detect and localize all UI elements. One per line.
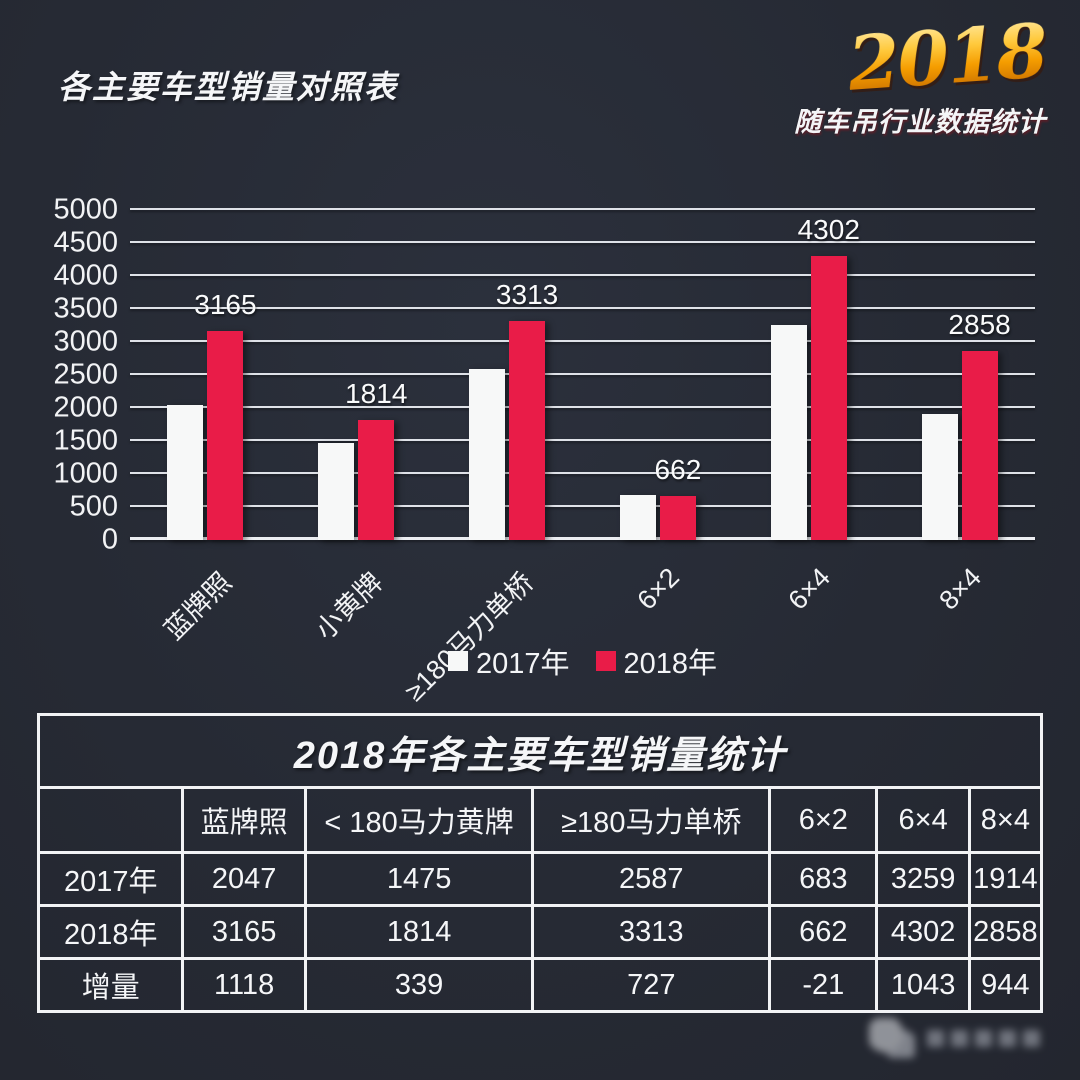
bar-2017-蓝牌照 bbox=[167, 404, 204, 540]
legend-label: 2017年 bbox=[475, 648, 570, 680]
table-cell: 2858 bbox=[967, 904, 1044, 960]
bar-value-label: 1814 bbox=[345, 378, 408, 410]
table-cell: 339 bbox=[303, 957, 535, 1013]
x-tick-label: 蓝牌照 bbox=[159, 566, 238, 646]
row-label: 2017年 bbox=[36, 851, 185, 907]
table-cell: 4302 bbox=[875, 904, 971, 960]
gridline bbox=[130, 373, 1035, 375]
sales-table: 2018年各主要车型销量统计 蓝牌照 < 180马力黄牌 ≥180马力单桥 6×2 6×… bbox=[36, 713, 1044, 1013]
bar-value-label: 662 bbox=[654, 454, 702, 486]
table-title: 2018年各主要车型销量统计 bbox=[37, 713, 1043, 789]
gridline bbox=[130, 439, 1035, 441]
y-tick-label: 4500 bbox=[53, 226, 118, 259]
logo-year-2018: 2018 bbox=[845, 8, 1049, 108]
table-cell: 1118 bbox=[181, 957, 307, 1013]
table-body: 2017年 2047 1475 2587 683 3259 1914 2018年 3165 181… bbox=[36, 851, 1044, 1013]
table-col-header bbox=[36, 786, 185, 854]
y-tick-label: 5000 bbox=[53, 193, 118, 226]
x-tick-label: 小黄牌 bbox=[309, 566, 389, 646]
table-row-增量: 增量 1118 339 727 -21 1043 944 bbox=[36, 957, 1044, 1013]
table-cell: 1914 bbox=[967, 851, 1044, 907]
y-tick-label: 0 bbox=[101, 523, 118, 556]
table-cell: 727 bbox=[531, 957, 772, 1013]
watermark-logo bbox=[869, 1018, 1040, 1058]
y-tick-label: 1000 bbox=[53, 457, 118, 490]
bar-2018-≥180马力单桥 bbox=[509, 321, 546, 540]
y-tick-label: 500 bbox=[69, 490, 118, 523]
x-tick-label: 6×2 bbox=[631, 562, 686, 616]
table-header-row: 蓝牌照 < 180马力黄牌 ≥180马力单桥 6×2 6×4 8×4 bbox=[36, 786, 1044, 854]
gridline bbox=[130, 406, 1035, 408]
chart-legend: 2017年 2018年 bbox=[130, 640, 1035, 682]
bar-2018-蓝牌照 bbox=[207, 331, 244, 540]
bar-value-label: 3313 bbox=[495, 279, 559, 311]
legend-item-2018年: 2018年 bbox=[595, 640, 718, 682]
bar-value-label: 2858 bbox=[948, 309, 1011, 341]
table-col-header: 6×4 bbox=[875, 786, 971, 854]
logo-subtitle: 随车吊行业数据统计 bbox=[794, 107, 1046, 137]
y-tick-label: 1500 bbox=[53, 424, 118, 457]
gridline bbox=[130, 472, 1035, 474]
bar-2018-6×2 bbox=[659, 496, 696, 540]
table-row-2017年: 2017年 2047 1475 2587 683 3259 1914 bbox=[36, 851, 1044, 907]
gridline bbox=[130, 340, 1035, 342]
table-cell: 1475 bbox=[303, 851, 535, 907]
table-row-2018年: 2018年 3165 1814 3313 662 4302 2858 bbox=[36, 904, 1044, 960]
y-tick-label: 4000 bbox=[53, 259, 118, 292]
table-cell: 3259 bbox=[875, 851, 971, 907]
bar-2017-小黄牌 bbox=[318, 442, 355, 540]
gridline bbox=[130, 307, 1035, 309]
legend-label: 2018年 bbox=[623, 648, 718, 680]
bar-2018-小黄牌 bbox=[358, 420, 395, 540]
watermark-text-blur bbox=[927, 1029, 1040, 1047]
legend-swatch bbox=[447, 651, 468, 671]
row-label: 增量 bbox=[36, 957, 185, 1013]
bar-2017-6×2 bbox=[619, 494, 656, 540]
bar-2017-6×4 bbox=[770, 324, 807, 540]
y-tick-label: 2500 bbox=[53, 358, 118, 391]
x-tick-label: ≥180马力单桥 bbox=[399, 566, 540, 707]
table-cell: 662 bbox=[768, 904, 879, 960]
legend-item-2017年: 2017年 bbox=[447, 640, 570, 682]
table-cell: 3165 bbox=[181, 904, 307, 960]
gridline bbox=[130, 537, 1035, 540]
x-tick-label: 8×4 bbox=[933, 562, 987, 616]
table-cell: -21 bbox=[768, 957, 879, 1013]
table-cell: 2047 bbox=[181, 851, 307, 907]
y-tick-label: 3000 bbox=[53, 325, 118, 358]
plot-area: 3165 1814 3313 662 4302 2858 bbox=[130, 208, 1035, 540]
table-col-header: ≥180马力单桥 bbox=[531, 786, 772, 854]
y-axis-labels: 0 500 1000 1500 2000 2500 3000 3500 4000 4500 5000 bbox=[30, 195, 118, 554]
table-cell: 944 bbox=[967, 957, 1044, 1013]
bar-value-label: 4302 bbox=[797, 214, 860, 246]
table-col-header: 6×2 bbox=[768, 786, 879, 854]
table-col-header: < 180马力黄牌 bbox=[303, 786, 535, 854]
y-tick-label: 2000 bbox=[53, 391, 118, 424]
watermark-icon bbox=[869, 1018, 915, 1058]
table-cell: 683 bbox=[768, 851, 879, 907]
x-tick-label: 6×4 bbox=[782, 562, 836, 616]
gridline bbox=[130, 241, 1035, 243]
logo: 2018 随车吊行业数据统计 bbox=[794, 8, 1049, 139]
table-cell: 2587 bbox=[531, 851, 772, 907]
gridline bbox=[130, 505, 1035, 507]
table-cell: 1043 bbox=[875, 957, 971, 1013]
table-cell: 1814 bbox=[303, 904, 535, 960]
y-tick-label: 3500 bbox=[53, 292, 118, 325]
table-col-header: 蓝牌照 bbox=[181, 786, 307, 854]
legend-swatch bbox=[595, 651, 616, 671]
bar-2017-≥180马力单桥 bbox=[469, 369, 506, 540]
table-cell: 3313 bbox=[531, 904, 772, 960]
bar-2017-8×4 bbox=[921, 413, 958, 540]
bar-2018-6×4 bbox=[810, 256, 847, 540]
row-label: 2018年 bbox=[36, 904, 185, 960]
table-title-row: 2018年各主要车型销量统计 bbox=[37, 713, 1043, 789]
gridline bbox=[130, 208, 1035, 210]
page-title: 各主要车型销量对照表 bbox=[58, 69, 399, 105]
bar-2018-8×4 bbox=[961, 351, 998, 540]
bar-value-label: 3165 bbox=[194, 289, 257, 321]
gridline bbox=[130, 274, 1035, 276]
table-col-header: 8×4 bbox=[967, 786, 1044, 854]
